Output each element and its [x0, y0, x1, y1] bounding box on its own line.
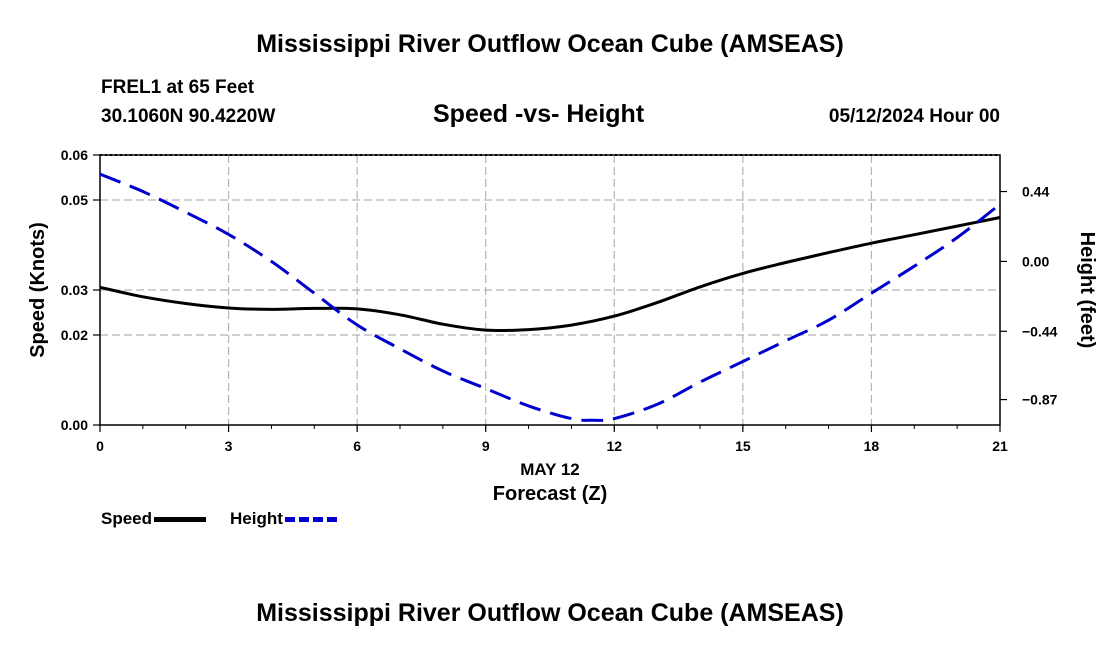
- y2-tick-label: −0.44: [1022, 323, 1058, 339]
- x-tick-label: 0: [96, 438, 104, 454]
- x-tick-label: 15: [735, 438, 751, 454]
- forecast-datetime: 05/12/2024 Hour 00: [828, 106, 1000, 127]
- station-label: FREL1 at 65 Feet: [101, 77, 255, 98]
- x-date-label: MAY 12: [520, 460, 580, 479]
- y-tick-label: 0.00: [61, 417, 88, 433]
- grid-layer: [100, 155, 1000, 425]
- x-axis-title: Forecast (Z): [493, 483, 607, 505]
- legend-height-label: Height: [230, 509, 283, 528]
- legend-height-swatch: [284, 516, 337, 522]
- chart-subtitle: Speed -vs- Height: [433, 100, 645, 128]
- series-layer: [99, 172, 1001, 422]
- footer-title: Mississippi River Outflow Ocean Cube (AM…: [256, 599, 844, 627]
- y2-axis-title: Height (feet): [1076, 232, 1098, 349]
- y-axis-title: Speed (Knots): [27, 222, 49, 358]
- x-tick-label: 18: [864, 438, 880, 454]
- station-coordinates: 30.1060N 90.4220W: [101, 106, 276, 127]
- ticks-layer: 0 3 6 9 12 15 18 21 0.00 0.02 0.03 0.05 0.06 0.44 0.00…: [61, 147, 1058, 454]
- legend-height: Height: [230, 509, 337, 529]
- x-tick-label: 21: [992, 438, 1008, 454]
- y-tick-label: 0.06: [61, 147, 88, 163]
- y-tick-label: 0.05: [61, 192, 88, 208]
- y-tick-label: 0.03: [61, 282, 88, 298]
- legend-speed-label: Speed: [101, 509, 153, 528]
- y2-tick-label: 0.00: [1022, 253, 1049, 269]
- legend-speed-swatch: [154, 516, 207, 522]
- x-tick-label: 9: [482, 438, 490, 454]
- y2-tick-label: 0.44: [1022, 184, 1049, 200]
- speed-series-line: [99, 216, 1001, 333]
- y2-tick-label: −0.87: [1022, 392, 1058, 408]
- x-tick-label: 12: [606, 438, 622, 454]
- labels-layer: MAY 12 Forecast (Z) Speed (Knots) Height…: [27, 222, 1098, 505]
- chart-main-title: Mississippi River Outflow Ocean Cube (AM…: [256, 30, 844, 58]
- x-tick-label: 6: [353, 438, 361, 454]
- x-tick-label: 3: [225, 438, 233, 454]
- legend-speed: Speed: [101, 509, 207, 529]
- height-series-line: [99, 172, 1001, 422]
- y-tick-label: 0.02: [61, 327, 88, 343]
